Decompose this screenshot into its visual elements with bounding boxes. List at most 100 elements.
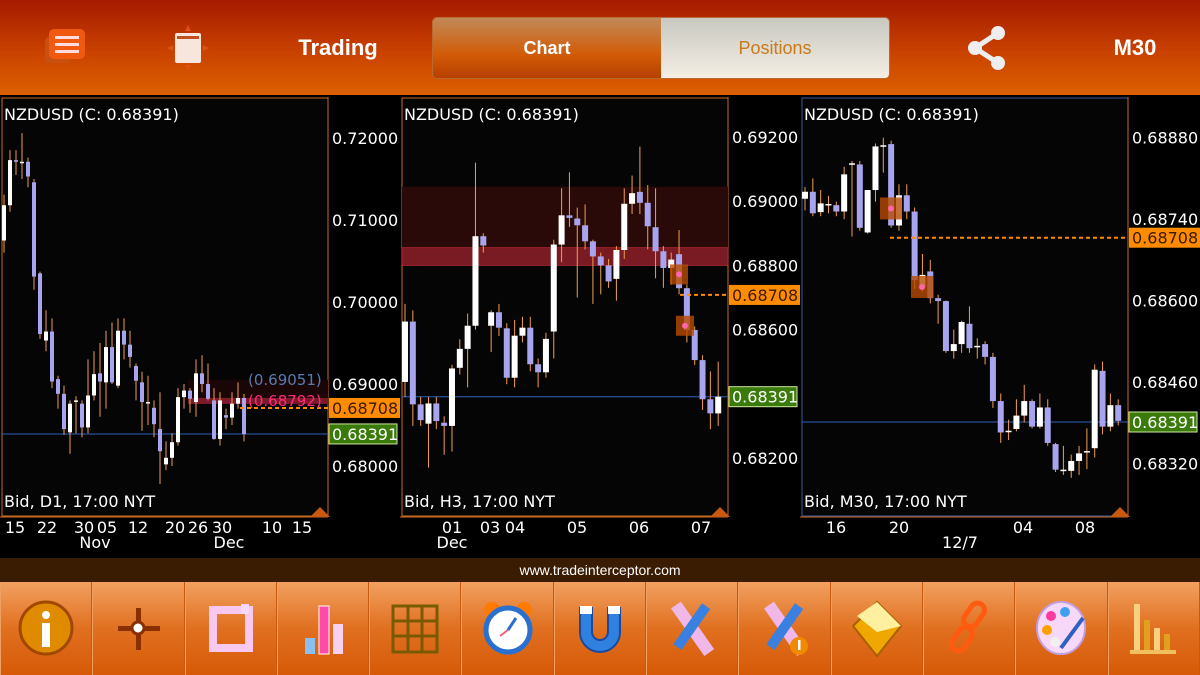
tab-chart[interactable]: Chart (433, 18, 661, 78)
candle-body (989, 356, 996, 402)
candle-body (668, 259, 675, 268)
timeframe-label: Bid, M30, 17:00 NYT (804, 492, 967, 511)
price-tick: 0.68600 (732, 321, 798, 340)
volume-chart-tool-button[interactable] (1107, 582, 1200, 675)
price-tick: 0.68460 (1132, 373, 1198, 392)
candle-body (856, 164, 863, 228)
candle-body (605, 265, 612, 282)
candle-body (140, 382, 144, 403)
candle-body (68, 403, 72, 433)
price-tick: 0.68000 (332, 457, 398, 476)
price-tick: 0.69200 (732, 128, 798, 147)
candle-body (182, 390, 186, 398)
time-tick: 05 (97, 518, 117, 537)
time-tick: 08 (1075, 518, 1095, 537)
candle-body (26, 161, 30, 177)
candle-body (833, 205, 840, 212)
time-tick: 04 (1013, 518, 1033, 537)
candle-body (472, 236, 479, 326)
candle-body (230, 403, 234, 418)
candle-body (128, 344, 132, 357)
candle-body (224, 415, 228, 418)
last-price-tag-text: 0.68391 (1132, 413, 1198, 432)
grid-tool-button[interactable] (369, 582, 462, 675)
frame-tool-button[interactable] (184, 582, 277, 675)
candle-body (495, 312, 502, 328)
website-link[interactable]: www.tradeinterceptor.com (0, 558, 1200, 582)
candle-body (206, 384, 210, 399)
candle-body (158, 429, 162, 452)
candle-body (110, 347, 114, 383)
candle-body (503, 328, 510, 378)
candle-body (527, 327, 534, 365)
candle-body (448, 368, 455, 426)
layout-button[interactable] (160, 20, 216, 76)
tab-positions[interactable]: Positions (661, 18, 889, 78)
chart-panel-m30[interactable]: NZDUSD (C: 0.68391) Bid, M30, 17:00 NYT 0.… (800, 97, 1200, 557)
menu-icon (45, 29, 85, 63)
candle-body (1005, 430, 1012, 433)
candle-body (194, 373, 198, 403)
candle-body (950, 344, 957, 352)
share-icon (968, 26, 1005, 70)
bar-chart-tool-button[interactable] (276, 582, 370, 675)
candle-body (629, 193, 636, 204)
info-icon (18, 600, 74, 655)
menu-button[interactable] (38, 20, 94, 76)
share-button[interactable] (958, 20, 1014, 76)
last-price-tag (328, 423, 398, 445)
candle-body (566, 215, 573, 218)
candle-body (242, 397, 246, 435)
link-tool-button[interactable] (922, 582, 1016, 675)
level-zone (188, 379, 328, 402)
volume-chart-icon (1129, 603, 1176, 654)
candle-body (644, 202, 651, 227)
candle-body (1107, 405, 1114, 427)
price-tick: 0.72000 (332, 129, 398, 148)
order-price-tag (729, 284, 800, 305)
chart-panel-d1[interactable]: (0.69051) (0.68792) NZDUSD (C: 0.68391) Bid… (0, 97, 400, 557)
plot-area (1, 97, 329, 517)
palette-icon (1036, 600, 1087, 655)
palette-tool-button[interactable] (1015, 582, 1108, 675)
candle-body (32, 182, 36, 277)
candle-body (535, 364, 542, 373)
candle-body (176, 397, 180, 443)
candle-body (652, 227, 659, 252)
time-tick: 07 (691, 518, 711, 537)
timeframe-button[interactable]: M30 (1113, 35, 1157, 60)
app-header: Trading Chart Positions M30 (0, 0, 1200, 95)
time-tick: 05 (567, 518, 587, 537)
time-tick: 22 (37, 518, 57, 537)
candle-body (935, 298, 942, 302)
pencil-ruler-alert-tool-button[interactable] (738, 582, 831, 675)
candle-body (20, 161, 24, 164)
timeframe-label: Bid, H3, 17:00 NYT (404, 492, 555, 511)
candle-body (974, 345, 981, 348)
candle-body (86, 395, 90, 428)
candle-body (864, 190, 871, 233)
symbol-label: NZDUSD (C: 0.68391) (404, 105, 579, 124)
magnet-tool-button[interactable] (553, 582, 647, 675)
candle-body (441, 422, 448, 426)
candle-body (1091, 369, 1098, 449)
crosshair-tool-button[interactable] (92, 582, 185, 675)
time-tick: 16 (826, 518, 846, 537)
alarm-clock-tool-button[interactable] (461, 582, 554, 675)
candle-body (848, 163, 855, 165)
info-tool-button[interactable] (0, 582, 93, 675)
level-label-lower: (0.68792) (248, 392, 322, 410)
pencil-ruler-tool-button[interactable] (646, 582, 739, 675)
order-price-tag-text: 0.68708 (732, 286, 798, 305)
time-tick: 06 (629, 518, 649, 537)
chart-panel-h3[interactable]: NZDUSD (C: 0.68391) Bid, H3, 17:00 NYT 0.6… (400, 97, 800, 557)
link-icon (949, 600, 988, 653)
candle-body (1083, 451, 1090, 453)
chart-svg: (0.69051) (0.68792) NZDUSD (C: 0.68391) Bid… (0, 97, 400, 552)
candle-body (997, 401, 1004, 433)
layers-tool-button[interactable] (830, 582, 923, 675)
magnet-icon (578, 605, 621, 653)
candle-body (958, 322, 965, 345)
time-tick: 26 (188, 518, 208, 537)
month-label: Dec (437, 533, 468, 552)
